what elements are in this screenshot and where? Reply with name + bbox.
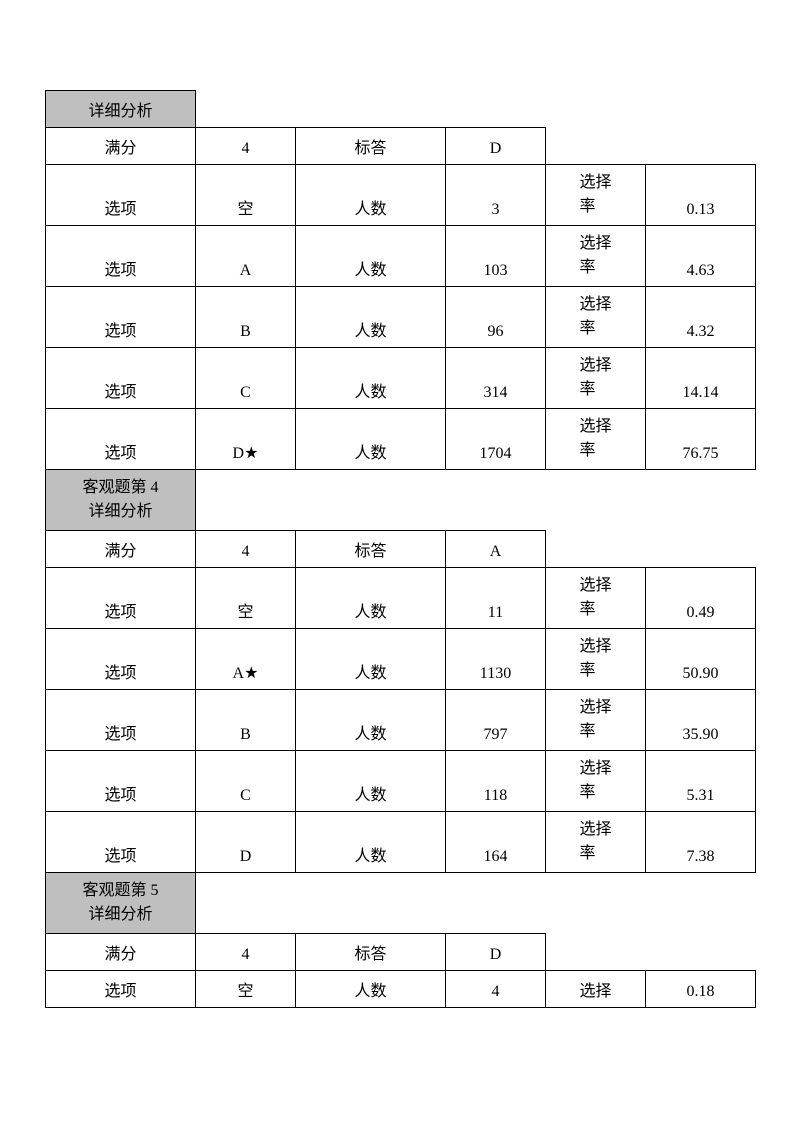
rate-label: 选择率 — [546, 629, 646, 690]
rate-label: 选择率 — [546, 812, 646, 873]
rate-value: 50.90 — [646, 629, 756, 690]
option-value: 空 — [196, 165, 296, 226]
option-value: A — [196, 226, 296, 287]
rate-label: 选择率 — [546, 287, 646, 348]
rate-label: 选择率 — [546, 409, 646, 470]
rate-label: 选择率 — [546, 751, 646, 812]
rate-value: 5.31 — [646, 751, 756, 812]
full-score-value: 4 — [196, 934, 296, 971]
rate-value: 0.13 — [646, 165, 756, 226]
option-label: 选项 — [46, 812, 196, 873]
option-value: B — [196, 690, 296, 751]
count-value: 1130 — [446, 629, 546, 690]
count-value: 118 — [446, 751, 546, 812]
rate-value: 35.90 — [646, 690, 756, 751]
rate-label: 选择 — [546, 971, 646, 1008]
count-value: 103 — [446, 226, 546, 287]
option-label: 选项 — [46, 409, 196, 470]
full-score-value: 4 — [196, 531, 296, 568]
count-label: 人数 — [296, 568, 446, 629]
count-label: 人数 — [296, 971, 446, 1008]
count-value: 4 — [446, 971, 546, 1008]
count-label: 人数 — [296, 348, 446, 409]
answer-label: 标答 — [296, 531, 446, 568]
option-label: 选项 — [46, 690, 196, 751]
option-label: 选项 — [46, 568, 196, 629]
option-value: B — [196, 287, 296, 348]
rate-label: 选择率 — [546, 568, 646, 629]
full-score-value: 4 — [196, 128, 296, 165]
option-value: C — [196, 348, 296, 409]
answer-label: 标答 — [296, 128, 446, 165]
rate-label: 选择率 — [546, 690, 646, 751]
rate-value: 4.32 — [646, 287, 756, 348]
count-value: 3 — [446, 165, 546, 226]
answer-value: A — [446, 531, 546, 568]
section2-header: 客观题第 4详细分析 — [46, 470, 196, 531]
option-value: A★ — [196, 629, 296, 690]
count-value: 164 — [446, 812, 546, 873]
count-label: 人数 — [296, 226, 446, 287]
section1-header: 详细分析 — [46, 91, 196, 128]
full-score-label: 满分 — [46, 934, 196, 971]
option-label: 选项 — [46, 165, 196, 226]
option-value: 空 — [196, 971, 296, 1008]
option-value: C — [196, 751, 296, 812]
rate-value: 14.14 — [646, 348, 756, 409]
option-label: 选项 — [46, 287, 196, 348]
answer-value: D — [446, 128, 546, 165]
full-score-label: 满分 — [46, 128, 196, 165]
rate-value: 4.63 — [646, 226, 756, 287]
count-label: 人数 — [296, 409, 446, 470]
option-value: 空 — [196, 568, 296, 629]
answer-value: D — [446, 934, 546, 971]
count-value: 96 — [446, 287, 546, 348]
rate-value: 7.38 — [646, 812, 756, 873]
answer-label: 标答 — [296, 934, 446, 971]
rate-label: 选择率 — [546, 348, 646, 409]
count-value: 1704 — [446, 409, 546, 470]
count-label: 人数 — [296, 751, 446, 812]
rate-label: 选择率 — [546, 165, 646, 226]
option-value: D — [196, 812, 296, 873]
rate-value: 0.49 — [646, 568, 756, 629]
option-label: 选项 — [46, 629, 196, 690]
rate-value: 76.75 — [646, 409, 756, 470]
option-label: 选项 — [46, 971, 196, 1008]
count-label: 人数 — [296, 165, 446, 226]
section3-header: 客观题第 5详细分析 — [46, 873, 196, 934]
option-value: D★ — [196, 409, 296, 470]
option-label: 选项 — [46, 348, 196, 409]
option-label: 选项 — [46, 751, 196, 812]
rate-value: 0.18 — [646, 971, 756, 1008]
full-score-label: 满分 — [46, 531, 196, 568]
rate-label: 选择率 — [546, 226, 646, 287]
count-label: 人数 — [296, 287, 446, 348]
option-label: 选项 — [46, 226, 196, 287]
count-label: 人数 — [296, 812, 446, 873]
count-value: 314 — [446, 348, 546, 409]
count-value: 11 — [446, 568, 546, 629]
count-value: 797 — [446, 690, 546, 751]
count-label: 人数 — [296, 629, 446, 690]
count-label: 人数 — [296, 690, 446, 751]
analysis-table: 详细分析 满分 4 标答 D 选项 空 人数 3 选择率 0.13 选项 A 人… — [45, 90, 756, 1008]
